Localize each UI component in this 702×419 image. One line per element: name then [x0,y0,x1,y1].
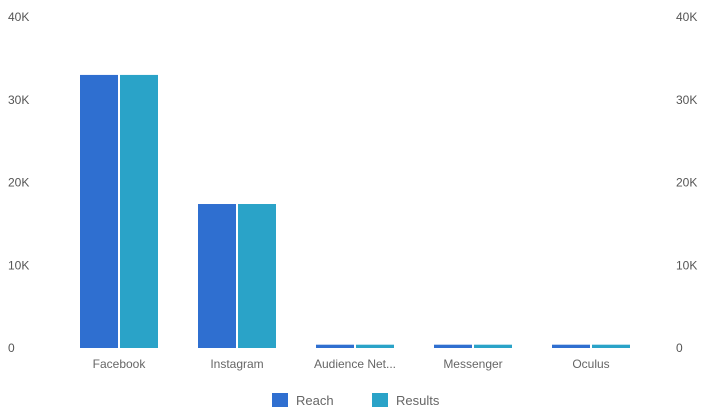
y-axis-right: 0 10K 20K 30K 40K [676,10,697,355]
x-axis: Facebook Instagram Audience Net... Messenge… [93,357,610,371]
legend-label: Results [396,393,440,408]
legend[interactable]: Reach Results [272,393,440,408]
y-tick-label-left: 10K [8,258,29,272]
x-tick-label: Messenger [443,357,502,371]
bar-results-instagram[interactable] [238,204,276,348]
bar-results-facebook[interactable] [120,74,158,349]
legend-label: Reach [296,393,334,408]
legend-item-results[interactable]: Results [372,393,440,408]
bar-results-messenger[interactable] [474,344,512,348]
legend-item-reach[interactable]: Reach [272,393,334,408]
bar-reach-facebook[interactable] [80,74,118,349]
bar-reach-messenger[interactable] [434,344,472,348]
y-tick-label-right: 30K [676,93,697,107]
legend-swatch [372,393,388,407]
legend-swatch [272,393,288,407]
bar-results-audience-net[interactable] [356,344,394,348]
y-tick-label-left: 0 [8,341,15,355]
x-tick-label: Instagram [210,357,263,371]
x-tick-label: Oculus [572,357,609,371]
y-tick-label-left: 40K [8,10,29,24]
bars-group [80,74,630,349]
bar-reach-audience-net[interactable] [316,344,354,348]
y-tick-label-right: 40K [676,10,697,24]
y-tick-label-right: 20K [676,176,697,190]
y-tick-label-left: 30K [8,93,29,107]
bar-reach-instagram[interactable] [198,204,236,348]
y-axis-left: 0 10K 20K 30K 40K [8,10,29,355]
x-tick-label: Audience Net... [314,357,396,371]
y-tick-label-right: 10K [676,258,697,272]
y-tick-label-right: 0 [676,341,683,355]
x-tick-label: Facebook [93,357,147,371]
bar-results-oculus[interactable] [592,344,630,348]
y-tick-label-left: 20K [8,176,29,190]
bar-reach-oculus[interactable] [552,344,590,348]
